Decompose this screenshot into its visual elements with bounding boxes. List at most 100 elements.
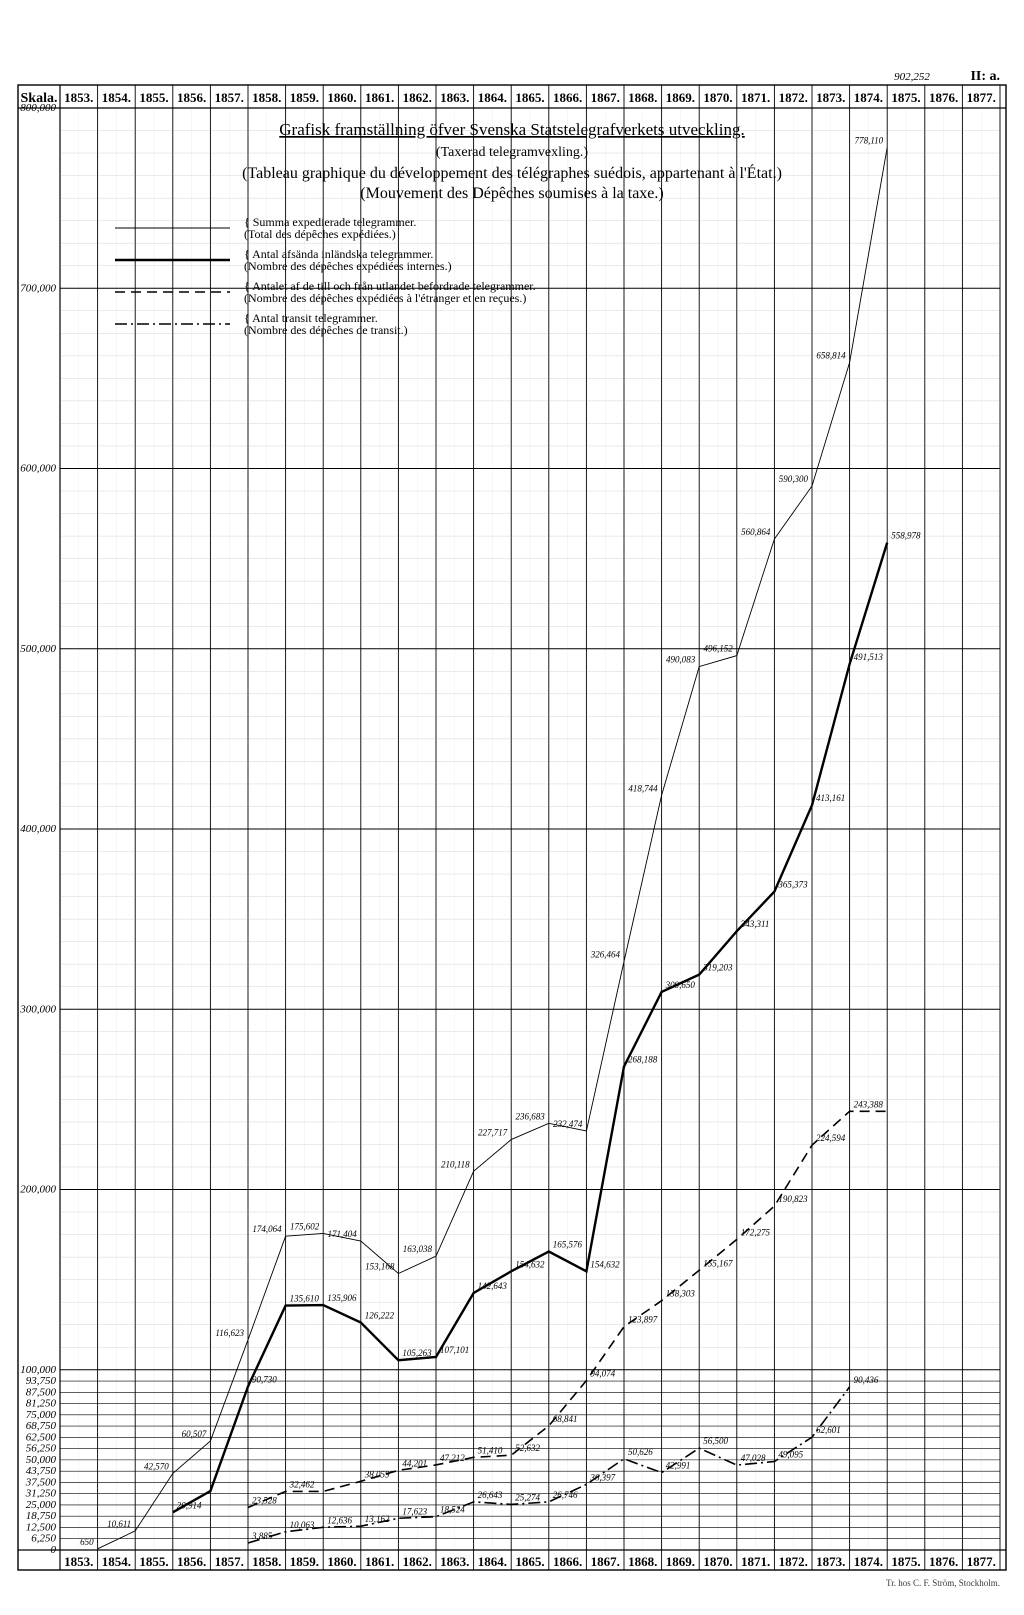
y-minor-25000: 25,000	[26, 1499, 57, 1511]
series-foreign-label-1867: 123,897	[628, 1315, 658, 1325]
legend-s3-l2: (Nombre des dépêches expédiées à l'étran…	[244, 291, 526, 305]
year-top-1862: 1862.	[403, 90, 432, 105]
year-top-1866: 1866.	[553, 90, 582, 105]
series-internal-label-1863: 142,643	[478, 1281, 508, 1291]
year-top-1872: 1872.	[779, 90, 808, 105]
series-total-label-1865: 236,683	[516, 1111, 546, 1121]
series-transit-label-1871: 49,095	[778, 1449, 803, 1459]
series-internal-label-1868: 309,650	[665, 980, 696, 990]
year-bottom-1869: 1869.	[666, 1554, 695, 1569]
series-internal-label-1867: 268,188	[628, 1055, 658, 1065]
series-transit-label-1862: 18,524	[440, 1505, 465, 1515]
series-transit-label-1857: 3,885	[251, 1531, 273, 1541]
year-top-1871: 1871.	[741, 90, 770, 105]
year-top-1875: 1875.	[891, 90, 920, 105]
series-total-label-1868: 418,744	[628, 783, 658, 793]
y-major-500000: 500,000	[20, 643, 56, 655]
series-foreign-label-1869: 155,167	[703, 1258, 733, 1268]
year-top-1859: 1859.	[290, 90, 319, 105]
year-top-1873: 1873.	[816, 90, 845, 105]
y-minor-50000: 50,000	[26, 1454, 57, 1466]
year-bottom-1873: 1873.	[816, 1554, 845, 1569]
series-transit-label-1866: 36,397	[589, 1472, 615, 1482]
chart-title-fr2: (Mouvement des Dépêches soumises à la ta…	[360, 185, 663, 202]
year-top-1865: 1865.	[515, 90, 544, 105]
y-minor-31250: 31,250	[25, 1488, 57, 1500]
year-bottom-1870: 1870.	[703, 1554, 732, 1569]
series-internal-label-1857: 90,730	[252, 1375, 277, 1385]
year-top-1854: 1854.	[102, 90, 131, 105]
y-minor-68750: 68,750	[26, 1420, 57, 1432]
year-top-1869: 1869.	[666, 90, 695, 105]
series-internal-label-1870: 343,311	[740, 919, 770, 929]
series-total-label-1858: 174,064	[252, 1224, 282, 1234]
series-foreign-label-1865: 68,841	[553, 1414, 578, 1424]
year-bottom-1867: 1867.	[591, 1554, 620, 1569]
y-minor-56250: 56,250	[26, 1443, 57, 1455]
y-minor-75000: 75,000	[26, 1409, 57, 1421]
series-total-label-1862: 163,038	[403, 1244, 433, 1254]
year-bottom-1875: 1875.	[891, 1554, 920, 1569]
series-internal-label-1866: 154,632	[590, 1259, 620, 1269]
y-minor-12500: 12,500	[26, 1521, 57, 1533]
y-major-200000: 200,000	[20, 1184, 56, 1196]
year-bottom-1857: 1857.	[215, 1554, 244, 1569]
series-foreign-label-1873: 243,388	[854, 1099, 884, 1109]
legend-s2-l2: (Nombre des dépêches expédiées internes.…	[244, 259, 452, 273]
year-bottom-1866: 1866.	[553, 1554, 582, 1569]
series-total-label-1855: 42,570	[144, 1461, 169, 1471]
year-top-1858: 1858.	[252, 90, 281, 105]
year-bottom-1877: 1877.	[967, 1554, 996, 1569]
y-minor-93750: 93,750	[26, 1375, 57, 1387]
year-top-1877: 1877.	[967, 90, 996, 105]
series-transit-label-1864: 25,274	[515, 1492, 540, 1502]
y-minor-18750: 18,750	[26, 1510, 57, 1522]
y-major-400000: 400,000	[20, 823, 56, 835]
year-bottom-1854: 1854.	[102, 1554, 131, 1569]
series-transit-label-1863: 26,643	[478, 1490, 503, 1500]
series-foreign-label-1864: 52,632	[515, 1443, 540, 1453]
chart-title-sub: (Taxerad telegramvexling.)	[436, 145, 589, 160]
series-foreign-label-1870: 172,275	[741, 1227, 771, 1237]
series-internal-label-1862: 107,101	[440, 1345, 469, 1355]
y-minor-6250: 6,250	[31, 1533, 56, 1545]
series-foreign-label-1866: 94,074	[590, 1369, 615, 1379]
year-top-1857: 1857.	[215, 90, 244, 105]
series-internal-label-1869: 319,203	[702, 963, 733, 973]
year-bottom-1865: 1865.	[515, 1554, 544, 1569]
year-top-1874: 1874.	[854, 90, 883, 105]
y-major-300000: 300,000	[19, 1003, 56, 1015]
year-bottom-1853: 1853.	[64, 1554, 93, 1569]
y-minor-43750: 43,750	[26, 1465, 57, 1477]
year-top-1863: 1863.	[440, 90, 469, 105]
series-foreign-label-1871: 190,823	[778, 1194, 808, 1204]
series-total-label-1866: 232,474	[553, 1119, 583, 1129]
year-bottom-1864: 1864.	[478, 1554, 507, 1569]
year-bottom-1858: 1858.	[252, 1554, 281, 1569]
year-bottom-1859: 1859.	[290, 1554, 319, 1569]
series-internal-label-1864: 154,632	[515, 1259, 545, 1269]
y-minor-37500: 37,500	[25, 1476, 57, 1488]
series-transit-label-1868: 42,991	[666, 1461, 691, 1471]
series-foreign-label-1868: 138,303	[666, 1289, 696, 1299]
year-top-1860: 1860.	[327, 90, 356, 105]
series-transit-label-1870: 47,028	[741, 1453, 766, 1463]
series-foreign-label-1872: 224,594	[816, 1133, 846, 1143]
series-transit-label-1867: 50,626	[628, 1447, 653, 1457]
footer-printer: Tr. hos C. F. Ström, Stockholm.	[886, 1578, 1000, 1588]
series-internal-label-1858: 135,610	[290, 1294, 320, 1304]
series-internal-label-1861: 105,263	[402, 1348, 432, 1358]
series-transit-label-1865: 26,746	[553, 1490, 578, 1500]
series-internal-label-1860: 126,222	[365, 1311, 395, 1321]
top-small-label: 902,252	[894, 71, 930, 83]
chart-title-fr1: (Tableau graphique du développement des …	[242, 163, 782, 182]
series-internal-label-1865: 165,576	[553, 1240, 583, 1250]
year-bottom-1863: 1863.	[440, 1554, 469, 1569]
year-top-1868: 1868.	[628, 90, 657, 105]
series-transit-label-1858: 10,063	[290, 1520, 315, 1530]
y-major-600000: 600,000	[20, 463, 56, 475]
series-transit-label-1869: 56,500	[703, 1436, 728, 1446]
year-bottom-1860: 1860.	[327, 1554, 356, 1569]
year-bottom-1874: 1874.	[854, 1554, 883, 1569]
year-top-1861: 1861.	[365, 90, 394, 105]
